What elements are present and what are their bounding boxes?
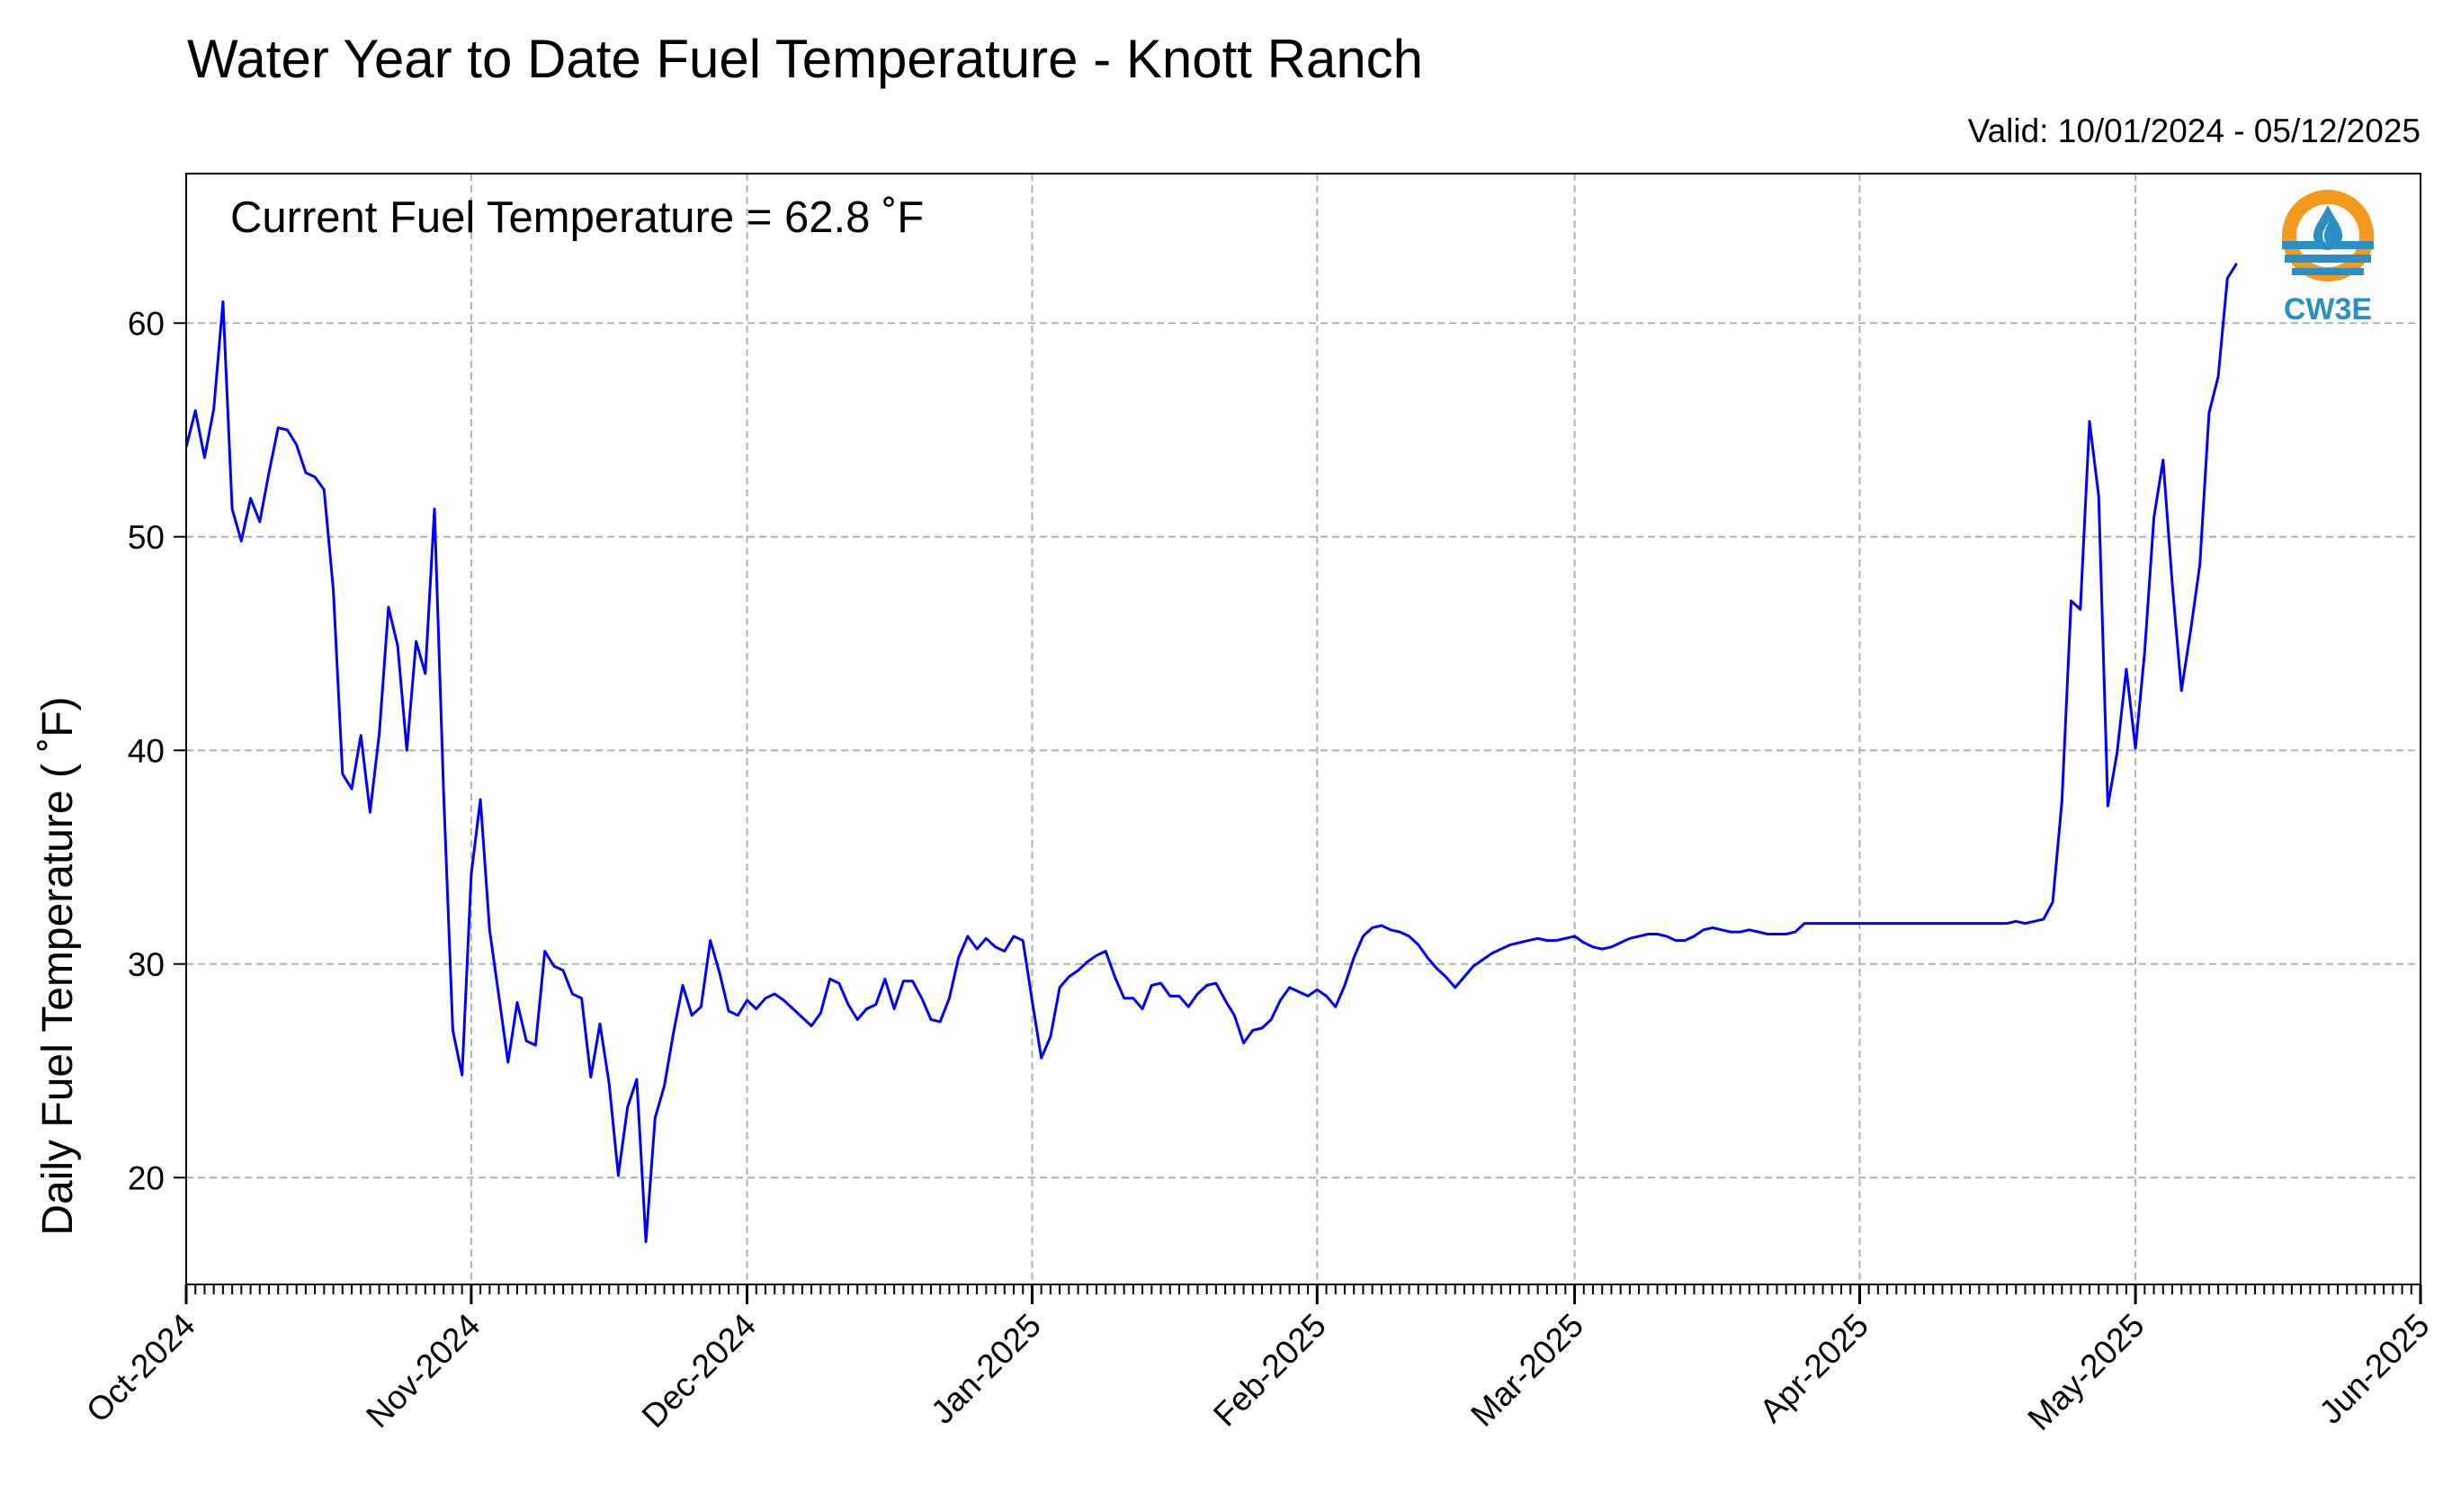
chart-title: Water Year to Date Fuel Temperature - Kn… <box>187 29 1423 89</box>
x-tick-label: Jan-2025 <box>924 1307 1048 1431</box>
plot-frame <box>185 173 2421 1285</box>
y-tick-label: 60 <box>128 305 165 342</box>
grid-lines <box>186 174 2421 1284</box>
cw3e-logo: CW3E <box>2282 190 2374 327</box>
y-axis-label: Daily Fuel Temperature ( ˚F) <box>34 696 82 1235</box>
x-tick-label: Apr-2025 <box>1752 1307 1875 1430</box>
y-tick-label: 30 <box>128 946 165 983</box>
x-tick-label: Oct-2024 <box>79 1307 202 1430</box>
y-axis: 20 30 40 50 60 <box>128 305 186 1196</box>
x-tick-label: Mar-2025 <box>1463 1307 1590 1434</box>
y-tick-label: 50 <box>128 519 165 556</box>
x-tick-label: Feb-2025 <box>1206 1307 1333 1434</box>
x-tick-label: Dec-2024 <box>635 1307 763 1435</box>
x-tick-label: Jun-2025 <box>2313 1307 2437 1431</box>
logo-wave-2 <box>2285 255 2371 263</box>
series-layer <box>184 263 2238 1243</box>
series-line-fuel-temperature <box>184 263 2238 1243</box>
x-tick-label: Nov-2024 <box>359 1307 487 1435</box>
current-value-annotation: Current Fuel Temperature = 62.8 ˚F <box>230 193 924 242</box>
y-tick-label: 40 <box>128 732 165 769</box>
logo-drop-icon <box>2313 205 2342 250</box>
x-axis: Oct-2024 Nov-2024 Dec-2024 Jan-2025 Feb-2025… <box>79 1284 2437 1437</box>
logo-wave-3 <box>2292 268 2364 275</box>
chart-subtitle: Valid: 10/01/2024 - 05/12/2025 <box>1968 112 2421 149</box>
x-tick-label: May-2025 <box>2020 1307 2151 1437</box>
logo-text: CW3E <box>2284 292 2372 327</box>
logo-flame-icon <box>2322 221 2330 243</box>
y-tick-label: 20 <box>128 1159 165 1196</box>
